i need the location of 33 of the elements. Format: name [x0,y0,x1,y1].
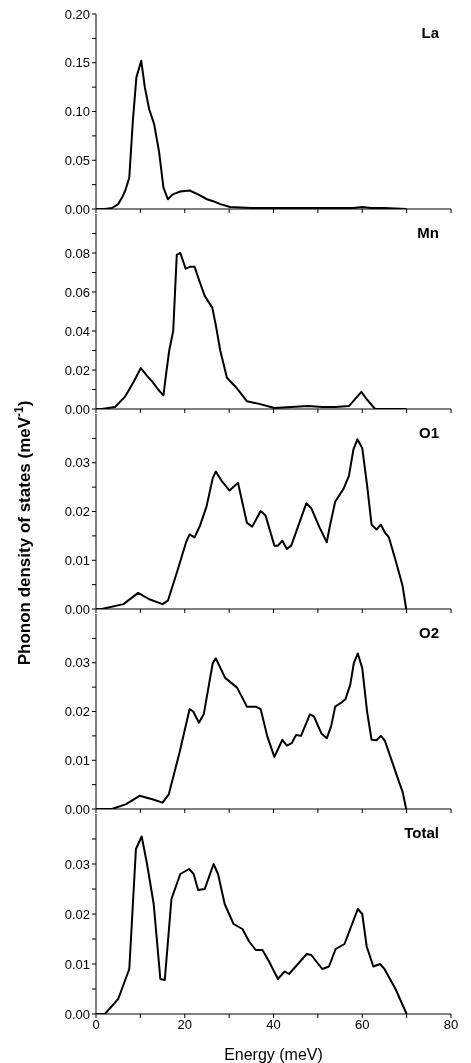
annotation: Total [404,824,439,841]
x-tick-label: 80 [443,1017,459,1033]
y-tick-label: 0.02 [64,906,90,922]
y-tick-label: 0.05 [64,152,90,168]
y-tick-label: 0.02 [64,504,90,520]
y-tick-label: 0.01 [64,552,90,568]
y-tick-label: 0.00 [64,601,90,617]
y-tick-label: 0.00 [64,401,90,417]
y-tick-label: 0.03 [64,455,90,471]
y-tick-label: 0.03 [64,655,90,671]
annotation: La [421,24,439,41]
y-tick-label: 0.06 [64,284,90,300]
y-tick-label: 0.20 [64,6,90,22]
y-tick-label: 0.00 [64,801,90,817]
y-tick-label: 0.01 [64,956,90,972]
y-tick-label: 0.01 [64,752,90,768]
y-tick-label: 0.08 [64,245,90,261]
x-axis-title: Energy (meV) [224,1046,323,1063]
annotation: O2 [418,624,439,641]
y-tick-label: 0.02 [64,704,90,720]
annotation: O1 [418,424,439,441]
y-tick-label: 0.10 [64,104,90,120]
y-tick-label: 0.03 [64,856,90,872]
x-tick-label: 60 [355,1017,370,1033]
y-tick-label: 0.04 [64,323,90,339]
y-tick-label: 0.00 [64,1006,90,1022]
y-tick-label: 0.00 [64,201,90,217]
x-tick-label: 40 [266,1017,281,1033]
y-tick-label: 0.02 [64,362,90,378]
x-tick-label: 20 [177,1017,192,1033]
x-tick-label: 0 [92,1017,100,1033]
annotation: Mn [417,224,439,241]
y-tick-label: 0.15 [64,55,90,71]
